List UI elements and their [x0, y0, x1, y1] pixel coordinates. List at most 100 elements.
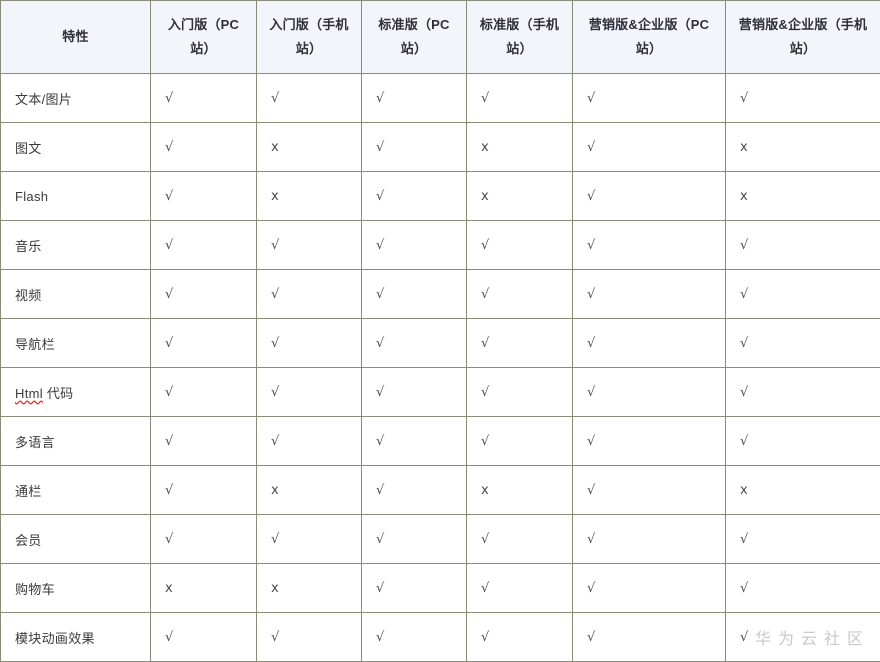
- check-icon: √: [165, 140, 256, 155]
- column-header-feature: 特性: [1, 1, 151, 74]
- check-icon: √: [587, 287, 725, 302]
- cross-icon: x: [740, 189, 880, 204]
- cross-icon: x: [740, 140, 880, 155]
- feature-name-label: 图文: [15, 141, 42, 156]
- feature-name-cell: 多语言: [1, 417, 151, 466]
- support-no-cell: x: [467, 123, 573, 172]
- support-yes-cell: √: [573, 613, 726, 662]
- check-icon: √: [587, 91, 725, 106]
- feature-name-cell: 通栏: [1, 466, 151, 515]
- check-icon: √: [587, 140, 725, 155]
- check-icon: √: [165, 630, 256, 645]
- check-icon: √: [481, 287, 572, 302]
- support-yes-cell: √: [151, 123, 257, 172]
- support-no-cell: x: [726, 172, 880, 221]
- support-yes-cell: √: [573, 515, 726, 564]
- table-row: Flash√x√x√x: [1, 172, 880, 221]
- cross-icon: x: [271, 581, 361, 596]
- support-yes-cell: √: [257, 368, 362, 417]
- support-yes-cell: √: [467, 417, 573, 466]
- check-icon: √: [587, 483, 725, 498]
- support-yes-cell: √: [726, 368, 880, 417]
- column-header-standard-pc: 标准版（PC 站）: [362, 1, 467, 74]
- support-yes-cell: √: [362, 466, 467, 515]
- check-icon: √: [165, 189, 256, 204]
- support-yes-cell: √: [573, 221, 726, 270]
- check-icon: √: [165, 336, 256, 351]
- support-yes-cell: √: [151, 515, 257, 564]
- support-yes-cell: √: [151, 319, 257, 368]
- support-yes-cell: √: [257, 74, 362, 123]
- support-no-cell: x: [726, 123, 880, 172]
- support-yes-cell: √: [467, 564, 573, 613]
- support-yes-cell: √: [726, 270, 880, 319]
- support-no-cell: x: [257, 172, 362, 221]
- support-yes-cell: √: [467, 221, 573, 270]
- check-icon: √: [587, 434, 725, 449]
- check-icon: √: [165, 483, 256, 498]
- table-row: 会员√√√√√√: [1, 515, 880, 564]
- table-row: Html 代码√√√√√√: [1, 368, 880, 417]
- feature-name-label: 通栏: [15, 484, 42, 499]
- table-row: 图文√x√x√x: [1, 123, 880, 172]
- support-yes-cell: √: [362, 123, 467, 172]
- support-yes-cell: √: [467, 270, 573, 319]
- check-icon: √: [481, 238, 572, 253]
- support-yes-cell: √: [151, 368, 257, 417]
- check-icon: √: [376, 287, 466, 302]
- check-icon: √: [271, 336, 361, 351]
- feature-name-label: Flash: [15, 189, 48, 204]
- check-icon: √: [740, 630, 880, 645]
- check-icon: √: [376, 91, 466, 106]
- check-icon: √: [376, 483, 466, 498]
- feature-name-label: 多语言: [15, 435, 55, 450]
- check-icon: √: [165, 385, 256, 400]
- check-icon: √: [165, 91, 256, 106]
- support-no-cell: x: [257, 466, 362, 515]
- check-icon: √: [376, 336, 466, 351]
- support-yes-cell: √: [726, 417, 880, 466]
- support-yes-cell: √: [726, 221, 880, 270]
- check-icon: √: [740, 91, 880, 106]
- check-icon: √: [740, 434, 880, 449]
- support-yes-cell: √: [726, 564, 880, 613]
- check-icon: √: [376, 434, 466, 449]
- check-icon: √: [740, 581, 880, 596]
- check-icon: √: [587, 581, 725, 596]
- support-no-cell: x: [151, 564, 257, 613]
- check-icon: √: [271, 91, 361, 106]
- table-row: 视频√√√√√√: [1, 270, 880, 319]
- cross-icon: x: [165, 581, 256, 596]
- check-icon: √: [165, 238, 256, 253]
- support-yes-cell: √: [151, 172, 257, 221]
- support-yes-cell: √: [362, 270, 467, 319]
- column-header-marketing-enterprise-mobile: 营销版&企业版（手机站）: [726, 1, 880, 74]
- support-yes-cell: √: [573, 74, 726, 123]
- support-yes-cell: √: [573, 123, 726, 172]
- support-yes-cell: √: [257, 515, 362, 564]
- cross-icon: x: [740, 483, 880, 498]
- feature-name-cell: 视频: [1, 270, 151, 319]
- check-icon: √: [376, 630, 466, 645]
- check-icon: √: [271, 287, 361, 302]
- check-icon: √: [271, 532, 361, 547]
- feature-name-cell: 模块动画效果: [1, 613, 151, 662]
- feature-name-label: 购物车: [15, 582, 55, 597]
- feature-name-cell: 文本/图片: [1, 74, 151, 123]
- support-yes-cell: √: [151, 417, 257, 466]
- misspelled-word: Html: [15, 386, 43, 401]
- support-no-cell: x: [257, 123, 362, 172]
- support-no-cell: x: [467, 172, 573, 221]
- check-icon: √: [481, 630, 572, 645]
- support-yes-cell: √: [467, 613, 573, 662]
- check-icon: √: [587, 189, 725, 204]
- check-icon: √: [587, 385, 725, 400]
- support-yes-cell: √: [573, 417, 726, 466]
- support-yes-cell: √: [467, 74, 573, 123]
- support-yes-cell: √: [362, 74, 467, 123]
- check-icon: √: [376, 581, 466, 596]
- support-yes-cell: √: [257, 613, 362, 662]
- check-icon: √: [587, 238, 725, 253]
